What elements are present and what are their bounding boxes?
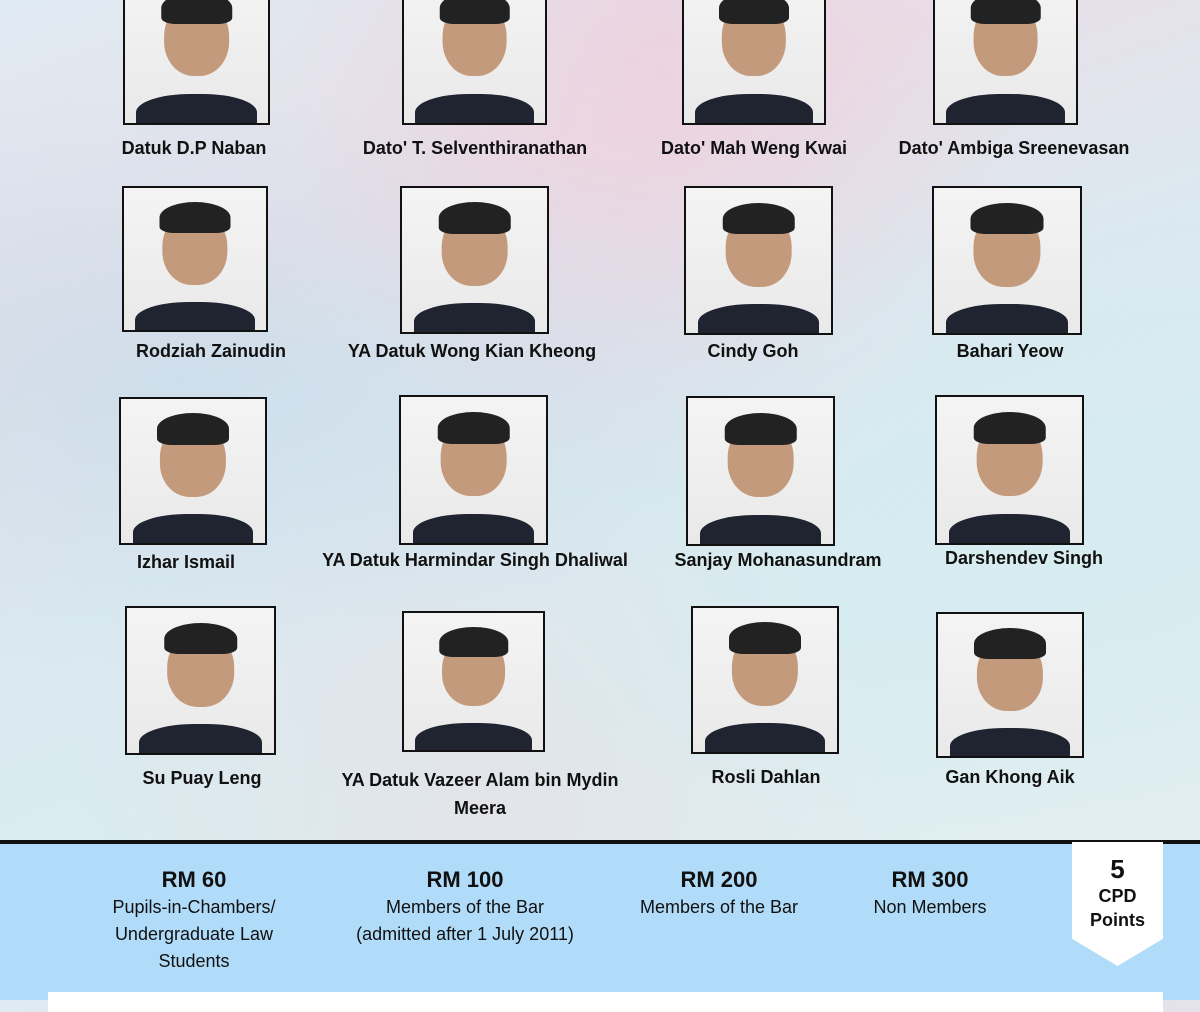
- speaker-name: Rodziah Zainudin: [136, 341, 286, 361]
- shoulders: [415, 722, 532, 750]
- speaker-name: Dato' T. Selventhiranathan: [362, 138, 588, 158]
- fee-category: Members of the Bar: [639, 897, 799, 917]
- shoulders: [138, 724, 263, 753]
- shoulders: [946, 93, 1065, 123]
- content-box: [48, 992, 1163, 1012]
- speaker-photo: [686, 396, 835, 546]
- speaker-photo: [932, 186, 1082, 335]
- divider: [0, 840, 1200, 844]
- hair: [970, 202, 1044, 235]
- hair: [729, 622, 801, 655]
- shoulders: [949, 727, 1071, 756]
- hair: [163, 622, 238, 655]
- speaker-photo: [400, 186, 549, 334]
- speaker-name: Gan Khong Aik: [945, 767, 1075, 787]
- speaker-photo: [682, 0, 826, 125]
- speaker-name: Darshendev Singh: [944, 548, 1104, 568]
- shoulders: [948, 513, 1071, 543]
- fee-category: Non Members: [873, 897, 987, 917]
- fee-item: RM 60 Pupils-in-Chambers/Undergraduate La…: [112, 866, 275, 975]
- shoulders: [413, 303, 536, 332]
- fee-item: RM 200 Members of the Bar: [640, 866, 798, 921]
- shoulders: [415, 93, 534, 123]
- hair: [437, 411, 510, 444]
- speaker-name: Bahari Yeow: [956, 341, 1064, 361]
- shoulders: [136, 93, 257, 123]
- hair: [724, 412, 797, 445]
- fees-band: [0, 844, 1200, 1000]
- fee-item: RM 100 Members of the Bar (admitted after …: [356, 866, 574, 948]
- shoulders: [704, 723, 826, 752]
- speaker-name: Datuk D.P Naban: [121, 138, 267, 158]
- fee-amount: RM 300: [891, 867, 969, 892]
- speaker-photo: [935, 395, 1084, 545]
- hair: [438, 202, 511, 235]
- fee-category: Students: [158, 951, 230, 971]
- speaker-name: YA Datuk Harmindar Singh Dhaliwal: [322, 550, 628, 570]
- speaker-photo: [684, 186, 833, 335]
- hair: [157, 413, 229, 446]
- shoulders: [699, 514, 822, 544]
- hair: [722, 202, 795, 235]
- fee-category: Pupils-in-Chambers/: [112, 897, 276, 917]
- hair: [719, 0, 789, 24]
- shoulders: [695, 93, 813, 123]
- cpd-label: CPD: [1098, 886, 1137, 906]
- hair: [438, 626, 509, 657]
- speaker-name: Rosli Dahlan: [711, 767, 821, 787]
- fee-category: Undergraduate Law: [114, 924, 274, 944]
- fee-category: Members of the Bar: [385, 897, 545, 917]
- hair: [974, 628, 1046, 660]
- speaker-name: Dato' Ambiga Sreenevasan: [898, 138, 1130, 158]
- speaker-name: Dato' Mah Weng Kwai: [661, 138, 847, 158]
- hair: [439, 0, 510, 24]
- cpd-badge: 5 CPD Points: [1072, 842, 1163, 966]
- speaker-name: YA Datuk Vazeer Alam bin Mydin Meera: [341, 770, 619, 818]
- speaker-photo: [399, 395, 548, 545]
- shoulders: [945, 304, 1069, 333]
- speaker-photo: [933, 0, 1078, 125]
- hair: [973, 411, 1046, 444]
- speaker-photo: [402, 0, 547, 125]
- speaker-name: YA Datuk Wong Kian Kheong: [347, 341, 597, 361]
- fee-amount: RM 100: [426, 867, 504, 892]
- fee-item: RM 300 Non Members: [873, 866, 986, 921]
- fee-amount: RM 200: [680, 867, 758, 892]
- fee-amount: RM 60: [161, 867, 227, 892]
- shoulders: [135, 301, 255, 330]
- speaker-photo: [119, 397, 267, 545]
- speaker-photo: [691, 606, 839, 754]
- speaker-name: Su Puay Leng: [142, 768, 262, 788]
- hair: [160, 0, 233, 24]
- shoulders: [132, 514, 254, 543]
- shoulders: [412, 513, 535, 543]
- speaker-photo: [936, 612, 1084, 758]
- cpd-label: Points: [1089, 910, 1145, 930]
- speaker-name: Cindy Goh: [707, 341, 799, 361]
- speaker-name: Sanjay Mohanasundram: [674, 550, 882, 570]
- speaker-photo: [123, 0, 270, 125]
- speaker-photo: [125, 606, 276, 755]
- speaker-name: Izhar Ismail: [136, 552, 236, 572]
- hair: [159, 202, 231, 234]
- hair: [970, 0, 1041, 24]
- cpd-points: 5: [1110, 854, 1125, 884]
- speaker-photo: [402, 611, 545, 752]
- shoulders: [697, 304, 820, 333]
- fee-category: (admitted after 1 July 2011): [356, 924, 574, 944]
- speaker-photo: [122, 186, 268, 332]
